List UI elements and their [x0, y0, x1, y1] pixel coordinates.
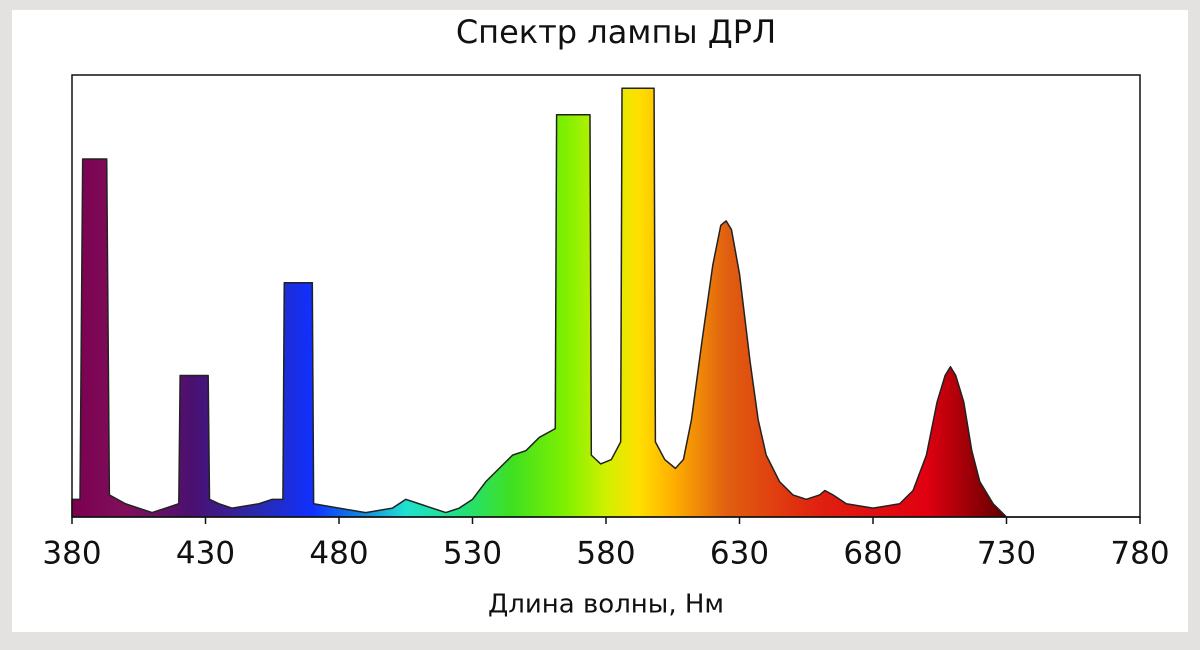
chart-title: Спектр лампы ДРЛ: [456, 13, 776, 51]
x-tick-label: 530: [443, 536, 502, 572]
x-tick-label: 580: [576, 536, 635, 572]
x-tick-label: 380: [42, 536, 101, 572]
x-tick-label: 430: [176, 536, 235, 572]
spectrum-area: [71, 87, 1141, 518]
x-tick-label: 480: [309, 536, 368, 572]
x-tick-label: 780: [1110, 536, 1169, 572]
panel: [12, 10, 1188, 632]
x-tick-label: 730: [977, 536, 1036, 572]
x-tick-label: 680: [843, 536, 902, 572]
x-tick-label: 630: [710, 536, 769, 572]
x-axis-label: Длина волны, Нм: [488, 590, 724, 620]
